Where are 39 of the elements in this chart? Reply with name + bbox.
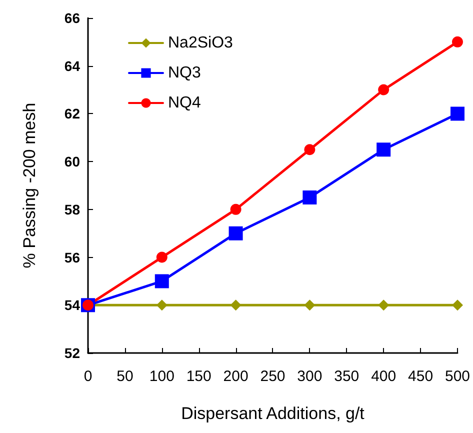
point — [452, 300, 463, 311]
legend-label: NQ4 — [168, 94, 201, 112]
x-tick-label: 400 — [371, 368, 396, 385]
point — [156, 252, 168, 263]
x-tick-label: 150 — [186, 368, 212, 385]
point — [230, 300, 242, 311]
x-axis-title: Dispersant Additions, g/t — [181, 404, 365, 423]
y-tick-label: 66 — [64, 10, 80, 26]
point — [156, 300, 168, 311]
point — [154, 274, 169, 288]
x-tick-label: 200 — [223, 368, 248, 385]
point — [452, 36, 463, 48]
point — [228, 226, 243, 240]
y-tick-label: 56 — [64, 249, 80, 266]
point — [378, 300, 390, 311]
legend-label: NQ3 — [168, 64, 201, 82]
point — [304, 300, 316, 311]
y-tick-label: 54 — [64, 297, 80, 314]
point — [376, 142, 391, 157]
y-tick-label: 52 — [64, 345, 80, 361]
x-tick-label: 450 — [408, 368, 434, 385]
x-tick-label: 0 — [84, 368, 92, 385]
y-axis-title: % Passing -200 mesh — [20, 102, 39, 268]
x-tick-label: 300 — [297, 368, 322, 385]
point — [304, 144, 316, 156]
point — [378, 84, 390, 96]
x-tick-label: 350 — [334, 368, 360, 385]
x-tick-label: 250 — [260, 368, 286, 385]
x-tick-label: 50 — [116, 368, 134, 385]
x-tick-label: 500 — [444, 368, 470, 385]
point — [230, 204, 242, 215]
y-tick-label: 62 — [64, 106, 80, 122]
point — [302, 190, 317, 204]
x-tick-label: 100 — [149, 368, 174, 385]
y-tick-label: 60 — [64, 154, 80, 170]
y-tick-label: 64 — [64, 58, 80, 74]
y-tick-label: 58 — [64, 201, 80, 218]
legend-label: Na2SiO3 — [168, 34, 234, 52]
point — [450, 106, 464, 121]
